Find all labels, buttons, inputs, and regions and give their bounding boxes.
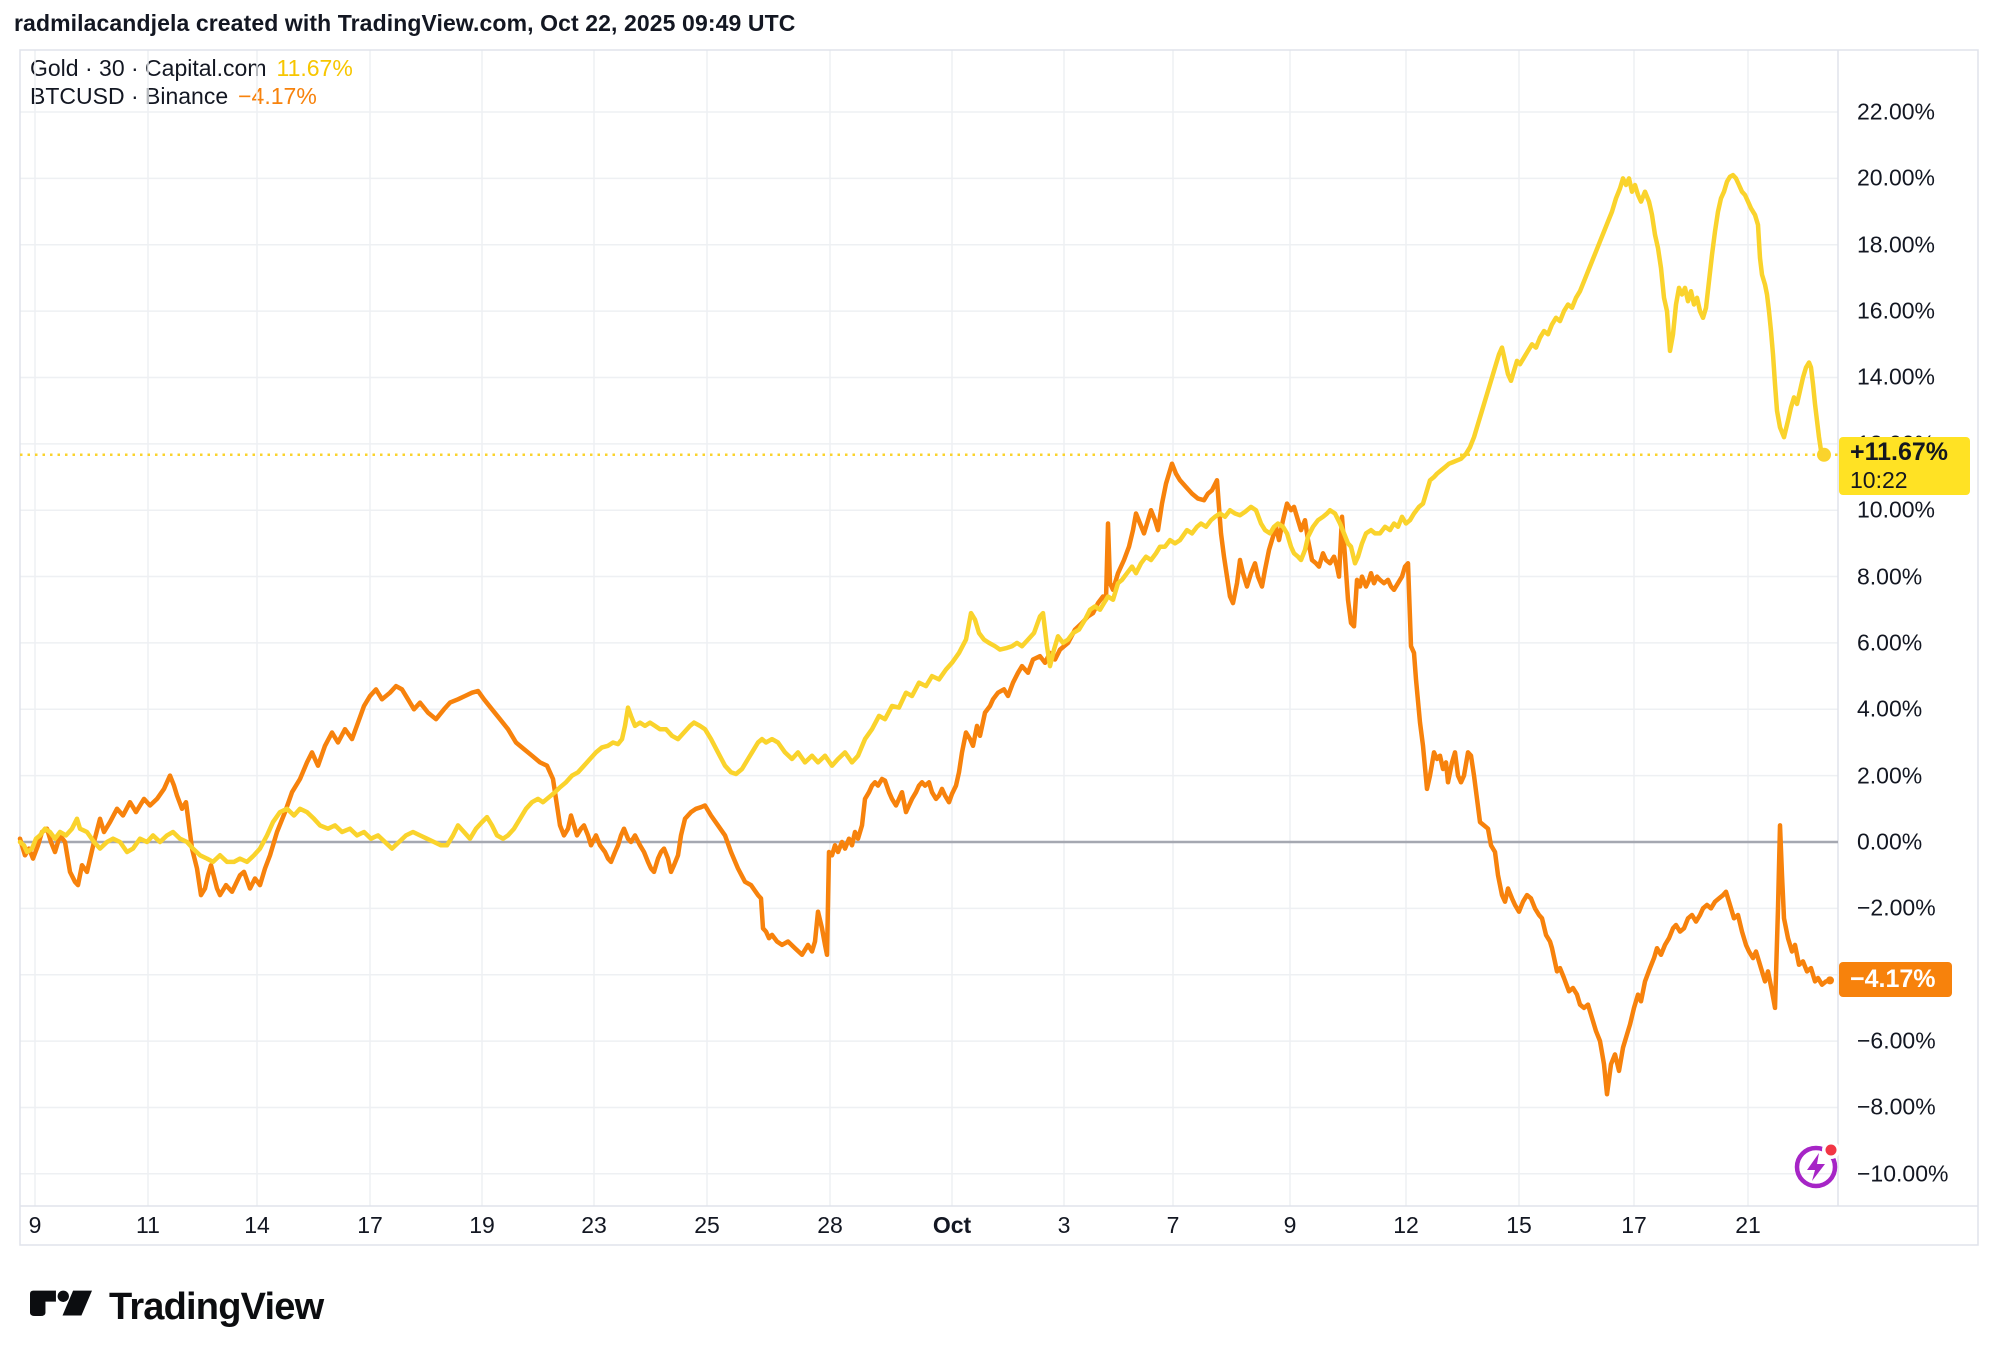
time-axis-label: 23: [581, 1212, 607, 1238]
time-axis-label: 14: [244, 1212, 270, 1238]
legend-btc-value: −4.17%: [238, 83, 317, 109]
gold-price-badge-value: +11.67%: [1850, 438, 1949, 466]
flash-button[interactable]: [1786, 1136, 1848, 1198]
price-axis-label: 8.00%: [1857, 563, 1923, 590]
alert-dot-icon: [1825, 1144, 1837, 1156]
legend-btc-title: BTCUSD · Binance: [30, 83, 229, 109]
price-axis-label: 0.00%: [1857, 828, 1923, 855]
price-axis-label: 14.00%: [1857, 363, 1936, 390]
time-axis-label: 7: [1166, 1212, 1180, 1238]
price-axis-label: 20.00%: [1857, 164, 1936, 191]
time-axis-label: 11: [136, 1212, 160, 1238]
btc-series-line: [17, 461, 1833, 1097]
price-axis-label: 16.00%: [1857, 297, 1936, 324]
gold-price-badge: +11.67% 10:22: [1839, 437, 1970, 495]
time-axis-label: 28: [817, 1212, 843, 1238]
time-axis-label: 25: [694, 1212, 720, 1238]
chart-border: [19, 49, 1979, 1246]
attribution-text: radmilacandjela created with TradingView…: [14, 10, 796, 36]
tradingview-logo-text: TradingView: [109, 1286, 324, 1328]
price-axis-label: 2.00%: [1857, 762, 1923, 789]
price-axis-label: −8.00%: [1857, 1093, 1936, 1120]
btc-last-point-dot: [1826, 976, 1834, 985]
time-axis-label: 3: [1057, 1212, 1071, 1238]
time-axis-label: 9: [28, 1212, 42, 1238]
lightning-icon: [1807, 1153, 1825, 1181]
time-axis-label: 21: [1735, 1212, 1761, 1238]
tradingview-logo-icon: [30, 1290, 92, 1316]
time-axis-label: 17: [357, 1212, 383, 1238]
tradingview-logo[interactable]: TradingView: [30, 1286, 324, 1329]
price-axis-label: 22.00%: [1857, 98, 1936, 125]
btc-price-badge: −4.17%: [1839, 962, 1952, 997]
legend-gold-value: 11.67%: [276, 55, 353, 81]
gold-series-line: [17, 172, 1827, 865]
time-axis-label: 19: [469, 1212, 495, 1238]
time-axis-label: 17: [1621, 1212, 1647, 1238]
price-axis-label: 6.00%: [1857, 629, 1923, 656]
flash-circle-icon: [1794, 1145, 1838, 1189]
price-axis-label: 18.00%: [1857, 231, 1936, 258]
time-axis-label: Oct: [932, 1212, 972, 1238]
price-axis-label: −6.00%: [1857, 1027, 1936, 1054]
price-axis-label: 10.00%: [1857, 496, 1936, 523]
btc-price-badge-value: −4.17%: [1850, 965, 1936, 993]
gold-last-point-dot: [1817, 447, 1831, 462]
price-axis-label: 4.00%: [1857, 695, 1923, 722]
legend-row-btc: BTCUSD · Binance −4.17%: [30, 82, 353, 110]
gold-price-badge-time: 10:22: [1850, 467, 1908, 493]
time-axis-label: 15: [1506, 1212, 1532, 1238]
price-axis-label: −2.00%: [1857, 894, 1936, 921]
time-axis-label: 9: [1283, 1212, 1297, 1238]
price-axis-label: −10.00%: [1857, 1160, 1949, 1187]
time-axis-label: 12: [1393, 1212, 1419, 1238]
